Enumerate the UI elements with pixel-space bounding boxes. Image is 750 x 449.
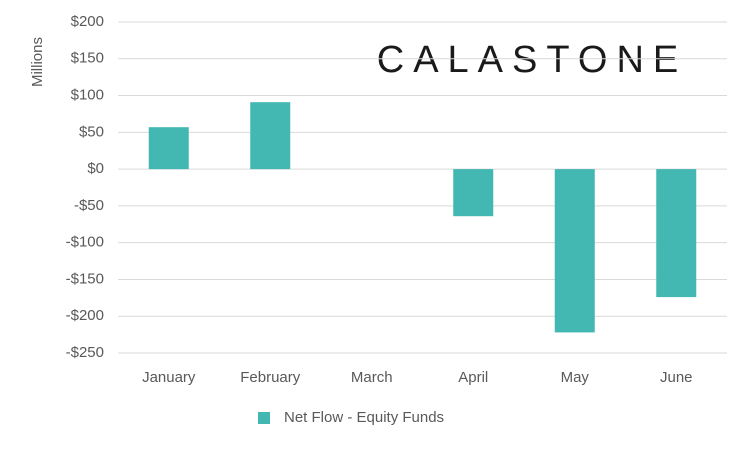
x-tick-label: March <box>351 369 393 386</box>
y-tick-label: $0 <box>87 160 104 177</box>
bar <box>656 169 697 298</box>
y-tick-label: -$100 <box>66 234 104 251</box>
y-tick-label: $200 <box>71 13 104 30</box>
x-tick-label: January <box>142 369 196 386</box>
y-axis-label: Millions <box>29 37 46 87</box>
y-tick-label: $100 <box>71 87 104 104</box>
x-tick-label: May <box>561 369 590 386</box>
y-tick-label: $50 <box>79 123 104 140</box>
logo: CALASTONE <box>377 39 687 81</box>
y-tick-label: -$150 <box>66 270 104 287</box>
y-tick-label: -$250 <box>66 344 104 361</box>
x-tick-label: June <box>660 369 693 386</box>
y-tick-label: -$50 <box>74 197 104 214</box>
bar <box>453 169 494 217</box>
x-tick-label: February <box>240 369 301 386</box>
y-tick-label: $150 <box>71 50 104 67</box>
legend-label: Net Flow - Equity Funds <box>284 409 444 426</box>
bar <box>148 127 189 170</box>
x-tick-label: April <box>458 369 488 386</box>
bar <box>554 169 595 333</box>
bar <box>250 102 291 170</box>
legend-swatch <box>258 412 270 424</box>
y-tick-label: -$200 <box>66 307 104 324</box>
